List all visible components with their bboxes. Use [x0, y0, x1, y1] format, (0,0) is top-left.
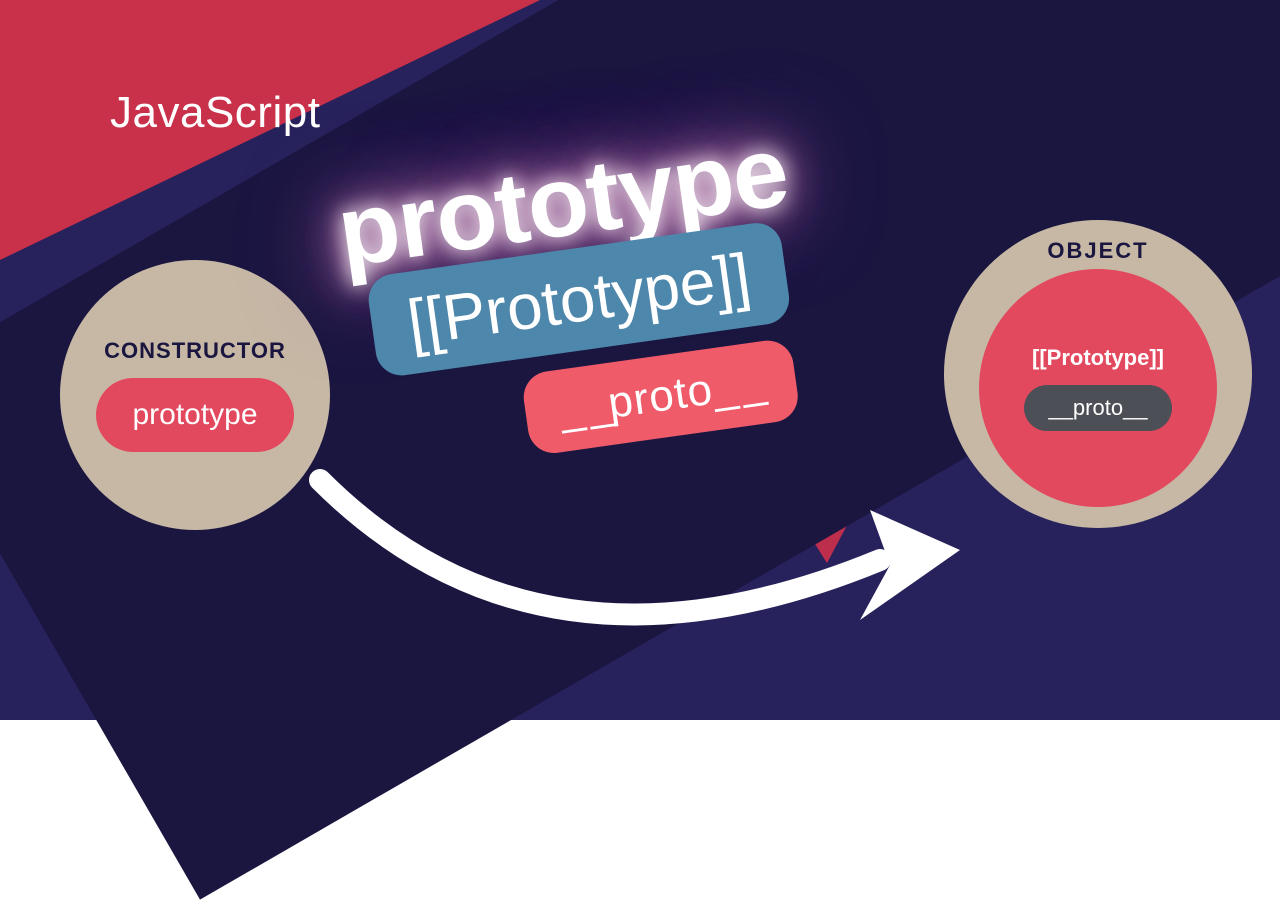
object-circle: OBJECT [[Prototype]] __proto__ [944, 220, 1252, 528]
dunder-proto-pill: __proto__ [1024, 385, 1171, 431]
object-inner-circle: [[Prototype]] __proto__ [979, 269, 1217, 507]
internal-prototype-label: [[Prototype]] [1032, 345, 1164, 371]
content-layer: JavaScript CONSTRUCTOR prototype OBJECT … [0, 0, 1280, 720]
infographic-stage: JavaScript CONSTRUCTOR prototype OBJECT … [0, 0, 1280, 720]
center-badge-stack: prototype [[Prototype]] _ _proto_ _ [311, 114, 821, 482]
constructor-label: CONSTRUCTOR [104, 338, 286, 364]
title-javascript: JavaScript [110, 88, 320, 138]
arrow-icon [280, 440, 980, 700]
red-proto-badge: _ _proto_ _ [520, 337, 800, 456]
object-label: OBJECT [1047, 238, 1148, 264]
constructor-prototype-pill: prototype [96, 378, 293, 452]
arrow-curve [320, 480, 880, 614]
